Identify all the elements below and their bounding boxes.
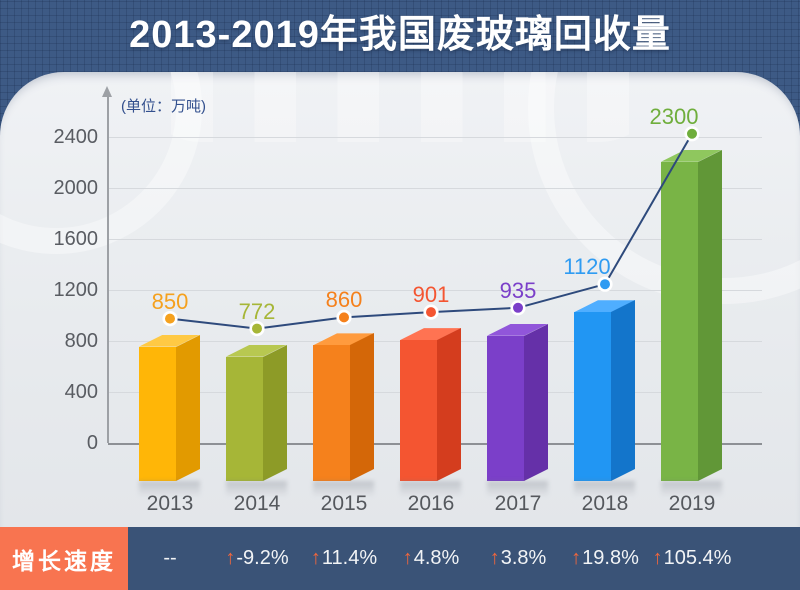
bar-front-face (313, 345, 350, 481)
up-arrow-icon: ↑ (402, 547, 413, 569)
bar-side-face (698, 149, 722, 481)
bar-front-face (226, 356, 263, 481)
bar-front-face (574, 312, 611, 481)
growth-rate-label-box: 增长速度 (0, 527, 128, 590)
x-axis-label-2016: 2016 (407, 492, 455, 515)
chart-title: 2013-2019年我国废玻璃回收量 (129, 14, 671, 56)
value-label-2017: 935 (499, 277, 537, 303)
bar-reflection (574, 480, 635, 497)
bar-side-face (524, 323, 548, 481)
y-tick-label-1600: 1600 (53, 228, 99, 250)
growth-value-2018: ↑ 19.8% (571, 527, 639, 590)
unit-label: (单位：万吨) (121, 98, 206, 115)
growth-value-2013: -- (163, 527, 176, 590)
growth-value-2015: ↑ 11.4% (311, 527, 377, 590)
value-label-2018: 1120 (563, 254, 611, 280)
bar-2015 (313, 333, 374, 497)
bar-side-face (263, 344, 287, 481)
bar-2018 (574, 300, 635, 497)
growth-value-text: 19.8% (582, 547, 639, 569)
bar-reflection (139, 481, 200, 497)
bar-reflection (313, 480, 374, 497)
bar-reflection (487, 480, 548, 497)
bar-front-face (487, 335, 524, 481)
up-arrow-icon: ↑ (225, 547, 236, 569)
y-tick-label-1200: 1200 (53, 279, 99, 301)
bar-2016 (400, 328, 461, 497)
growth-value-2014: ↑ -9.2% (225, 527, 288, 590)
up-arrow-icon: ↑ (652, 547, 663, 569)
y-tick-label-400: 400 (64, 381, 98, 403)
growth-value-text: 105.4% (663, 547, 732, 569)
growth-value-text: 4.8% (413, 547, 460, 569)
watermark-letters (140, 72, 660, 142)
chart-header: 2013-2019年我国废玻璃回收量 (0, 0, 800, 72)
growth-value-2016: ↑ 4.8% (403, 527, 460, 590)
gridline-2400 (108, 137, 762, 138)
bar-2014 (226, 344, 287, 497)
growth-value-text: -- (163, 547, 177, 569)
y-tick-label-2000: 2000 (53, 177, 99, 199)
value-label-2019: 2300 (649, 103, 699, 129)
bar-side-face (350, 333, 374, 481)
bar-reflection (661, 481, 722, 497)
y-tick-label-800: 800 (64, 330, 98, 352)
growth-value-text: 11.4% (321, 547, 378, 569)
x-axis-label-2014: 2014 (233, 492, 281, 515)
x-axis-label-2019: 2019 (668, 492, 716, 515)
x-axis-label-2018: 2018 (581, 492, 629, 515)
bar-side-face (611, 300, 635, 481)
bar-2019 (661, 149, 722, 497)
bar-front-face (400, 340, 437, 481)
bar-front-face (139, 346, 176, 481)
growth-rate-band: 增长速度 -- ↑ -9.2% ↑ 11.4% ↑ 4.8% ↑ 3.8% ↑ 19.8% ↑ 105.… (0, 527, 800, 590)
x-axis-label-2015: 2015 (320, 492, 368, 515)
y-axis-arrow-icon (102, 86, 112, 97)
bar-side-face (437, 328, 461, 481)
y-tick-label-2400: 2400 (53, 126, 99, 148)
growth-value-2017: ↑ 3.8% (490, 527, 547, 590)
up-arrow-icon: ↑ (489, 547, 500, 569)
up-arrow-icon: ↑ (571, 547, 582, 569)
bar-reflection (226, 480, 287, 497)
x-axis-label-2013: 2013 (146, 492, 194, 515)
growth-value-text: 3.8% (500, 547, 547, 569)
growth-value-text: -9.2% (236, 547, 289, 569)
bar-2013 (139, 334, 200, 497)
y-tick-label-0: 0 (86, 432, 98, 454)
up-arrow-icon: ↑ (310, 547, 321, 569)
bar-reflection (400, 480, 461, 497)
bar-front-face (661, 161, 698, 481)
bar-2017 (487, 323, 548, 497)
y-axis-line (107, 96, 109, 443)
x-axis-label-2017: 2017 (494, 492, 542, 515)
bar-side-face (176, 334, 200, 481)
growth-value-2019: ↑ 105.4% (653, 527, 732, 590)
